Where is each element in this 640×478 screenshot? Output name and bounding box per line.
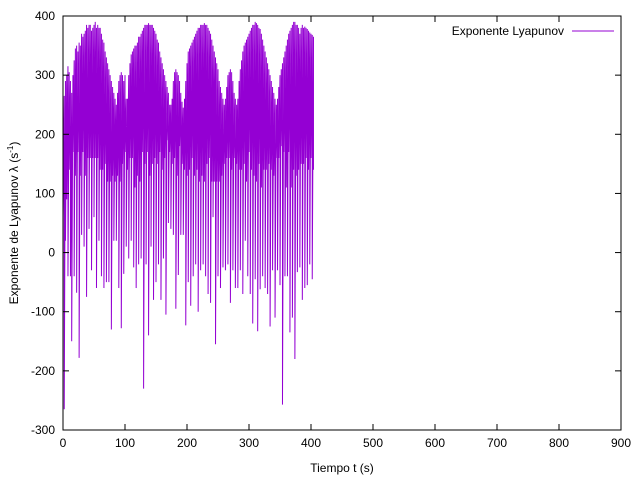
x-tick-label: 300: [239, 436, 259, 450]
y-tick-label: 400: [35, 9, 55, 23]
plot-frame: [62, 15, 622, 431]
y-tick-label: 300: [35, 68, 55, 82]
x-tick-label: 400: [301, 436, 321, 450]
x-tick-label: 200: [177, 436, 197, 450]
y-tick-label: -200: [31, 364, 55, 378]
y-axis-label: Exponente de Lyapunov λ (s-1): [6, 142, 21, 305]
y-tick-label: 0: [48, 246, 55, 260]
x-tick-label: 100: [115, 436, 135, 450]
legend: Exponente Lyapunov: [446, 22, 618, 40]
x-tick-label: 500: [363, 436, 383, 450]
x-tick-label: 700: [487, 436, 507, 450]
y-tick-label: 100: [35, 186, 55, 200]
x-tick-label: 800: [549, 436, 569, 450]
legend-label: Exponente Lyapunov: [452, 24, 564, 38]
y-axis-label-exponent: -1: [6, 145, 15, 153]
y-tick-label: -100: [31, 305, 55, 319]
x-tick-label: 600: [425, 436, 445, 450]
y-axis-label-close: ): [7, 142, 21, 146]
y-tick-label: 200: [35, 127, 55, 141]
x-tick-label: 900: [611, 436, 631, 450]
tick-layer: 0 100 200 300 400 500 600 700 800 900 -300 -200 -100…: [31, 9, 631, 450]
legend-background: [446, 22, 618, 40]
y-axis-label-main: Exponente de Lyapunov λ (s: [7, 153, 21, 305]
x-tick-label: 0: [60, 436, 67, 450]
y-tick-label: -300: [31, 423, 55, 437]
x-axis-label: Tiempo t (s): [310, 461, 374, 475]
